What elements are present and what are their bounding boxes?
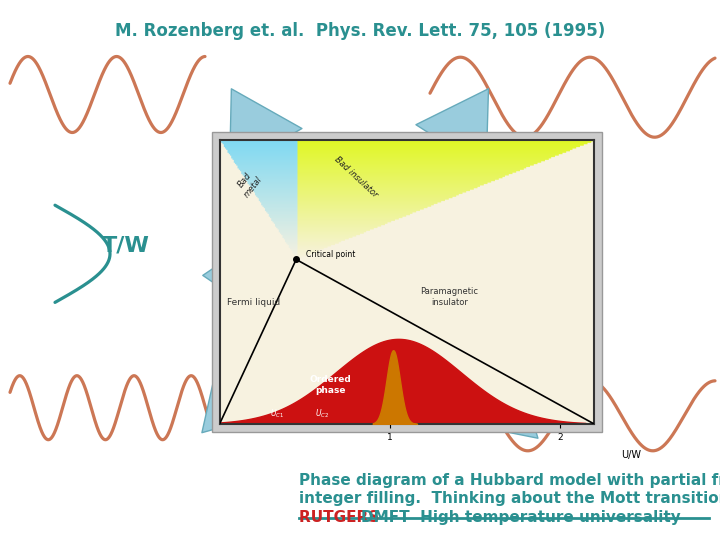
Text: Bad insulator: Bad insulator (333, 154, 379, 199)
Text: Fermi liquid: Fermi liquid (227, 298, 280, 307)
Text: $U_{C2}$: $U_{C2}$ (315, 408, 329, 420)
Text: M. Rozenberg et. al.  Phys. Rev. Lett. 75, 105 (1995): M. Rozenberg et. al. Phys. Rev. Lett. 75… (115, 22, 605, 39)
Text: T/W: T/W (102, 235, 150, 256)
Text: integer filling.  Thinking about the Mott transition in single site: integer filling. Thinking about the Mott… (299, 491, 720, 507)
Text: Phase diagram of a Hubbard model with partial frustration at: Phase diagram of a Hubbard model with pa… (299, 473, 720, 488)
Text: Paramagnetic
insulator: Paramagnetic insulator (420, 287, 478, 307)
Text: U/W: U/W (621, 450, 642, 460)
Text: DMFT  High temperature universality: DMFT High temperature universality (361, 510, 680, 525)
Text: Ordered
phase: Ordered phase (310, 375, 351, 395)
Text: RUTGERS: RUTGERS (299, 510, 384, 525)
FancyBboxPatch shape (212, 132, 602, 432)
Text: $U_{C1}$: $U_{C1}$ (271, 408, 284, 420)
Text: Bad
metal: Bad metal (233, 168, 264, 199)
Text: Critical point: Critical point (307, 249, 356, 259)
